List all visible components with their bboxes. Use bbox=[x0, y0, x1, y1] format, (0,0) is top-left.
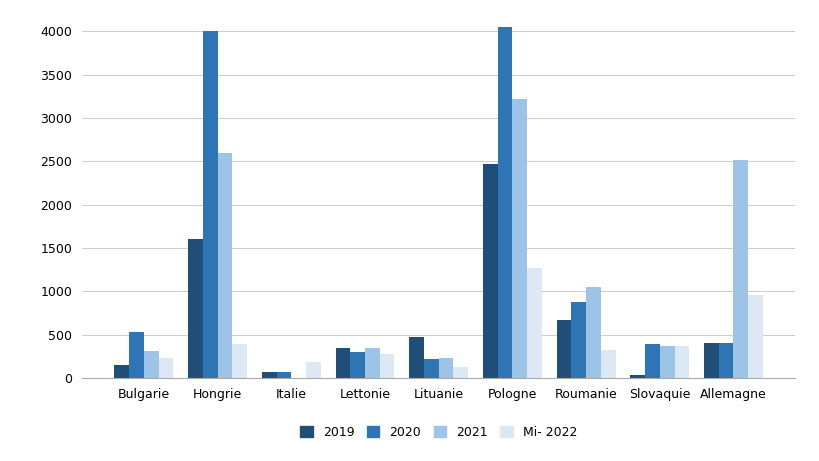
Bar bbox=[335, 348, 350, 378]
Bar bbox=[364, 348, 379, 378]
Bar bbox=[512, 99, 527, 378]
Bar bbox=[674, 346, 689, 378]
Bar bbox=[718, 343, 733, 378]
Bar bbox=[600, 350, 615, 378]
Bar bbox=[704, 343, 718, 378]
Bar bbox=[305, 362, 320, 378]
Bar bbox=[188, 239, 202, 378]
Bar bbox=[733, 160, 747, 378]
Bar bbox=[527, 268, 541, 378]
Bar bbox=[261, 372, 276, 378]
Bar bbox=[276, 372, 291, 378]
Bar bbox=[202, 31, 217, 378]
Bar bbox=[423, 359, 438, 378]
Bar bbox=[158, 358, 173, 378]
Bar bbox=[645, 344, 659, 378]
Bar bbox=[747, 295, 762, 378]
Bar bbox=[350, 352, 364, 378]
Bar bbox=[379, 354, 394, 378]
Bar bbox=[556, 320, 571, 378]
Bar bbox=[586, 287, 600, 378]
Bar bbox=[630, 374, 645, 378]
Legend: 2019, 2020, 2021, Mi- 2022: 2019, 2020, 2021, Mi- 2022 bbox=[295, 421, 581, 443]
Bar bbox=[409, 337, 423, 378]
Bar bbox=[497, 27, 512, 378]
Bar bbox=[143, 351, 158, 378]
Bar bbox=[453, 367, 468, 378]
Bar bbox=[115, 365, 129, 378]
Bar bbox=[438, 358, 453, 378]
Bar bbox=[482, 164, 497, 378]
Bar bbox=[129, 332, 143, 378]
Bar bbox=[217, 153, 232, 378]
Bar bbox=[659, 346, 674, 378]
Bar bbox=[232, 344, 247, 378]
Bar bbox=[571, 301, 586, 378]
